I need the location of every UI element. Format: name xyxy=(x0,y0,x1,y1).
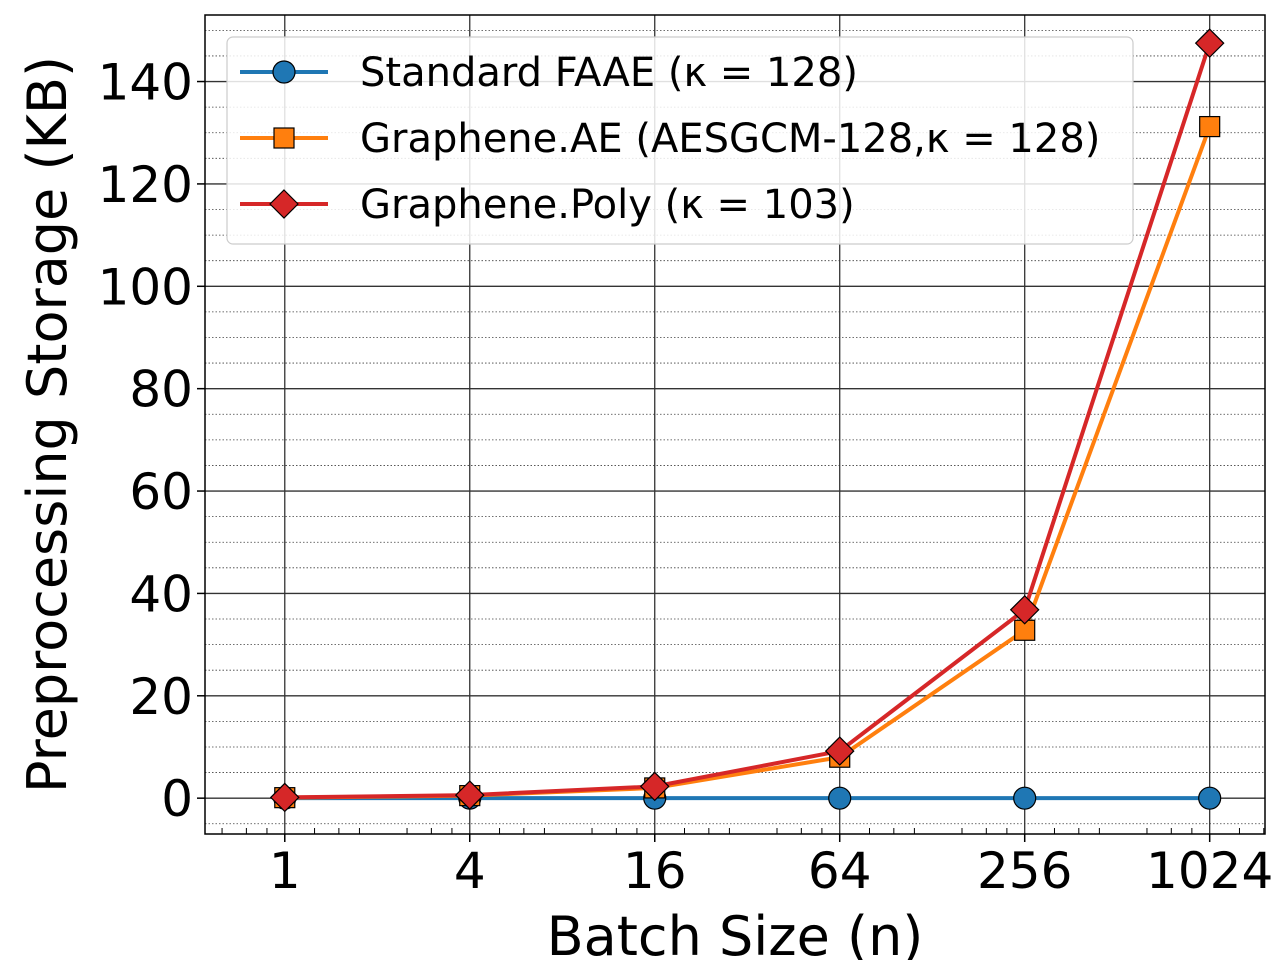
y-tick-label: 60 xyxy=(129,463,193,521)
legend-label: Graphene.AE (AESGCM-128,κ = 128) xyxy=(360,116,1100,162)
series-layer xyxy=(269,28,1225,813)
x-tick-label: 1024 xyxy=(1146,842,1273,900)
legend-item-2: Graphene.AE (AESGCM-128,κ = 128) xyxy=(240,116,1100,162)
y-tick-label: 20 xyxy=(129,668,193,726)
x-tick-label: 4 xyxy=(454,842,486,900)
legend-label: Graphene.Poly (κ = 103) xyxy=(360,182,855,228)
data-point xyxy=(639,771,670,802)
y-axis-label: Preprocessing Storage (KB) xyxy=(16,56,79,793)
x-axis-label: Batch Size (n) xyxy=(547,905,924,960)
data-point xyxy=(1009,594,1040,625)
plot-area-frame xyxy=(204,14,1266,835)
legend-label: Standard FAAE (κ = 128) xyxy=(360,50,858,96)
legend-item-3: Graphene.Poly (κ = 103) xyxy=(240,182,855,228)
data-point xyxy=(828,786,852,810)
series-line xyxy=(284,42,1212,800)
x-tick-label: 64 xyxy=(808,842,872,900)
legend: Standard FAAE (κ = 128) Graphene.AE (AESG… xyxy=(226,36,1134,245)
y-tick-label: 0 xyxy=(161,770,193,828)
legend-box xyxy=(226,36,1134,245)
x-tick-label: 16 xyxy=(623,842,687,900)
data-point xyxy=(454,780,485,810)
data-point xyxy=(1013,786,1037,810)
y-tick-label: 120 xyxy=(98,156,193,214)
legend-marker xyxy=(273,127,295,149)
data-point xyxy=(1194,28,1225,59)
legend-marker xyxy=(272,60,296,84)
y-tick-label: 80 xyxy=(129,361,193,419)
legend-marker xyxy=(269,189,299,219)
series-3 xyxy=(269,28,1225,813)
data-point xyxy=(824,736,855,766)
x-tick-label: 1 xyxy=(269,842,301,900)
y-tick-label: 140 xyxy=(98,54,193,112)
y-tick-label: 40 xyxy=(129,565,193,623)
y-tick-label: 100 xyxy=(98,258,193,316)
ticks: 0 20 40 60 80 100 120 140 1 4 16 64 256 1024 xyxy=(98,54,1274,900)
data-point xyxy=(1198,786,1222,810)
data-point xyxy=(1199,115,1221,138)
data-point xyxy=(269,782,300,813)
x-tick-label: 256 xyxy=(977,842,1072,900)
legend-item-1: Standard FAAE (κ = 128) xyxy=(240,50,858,96)
